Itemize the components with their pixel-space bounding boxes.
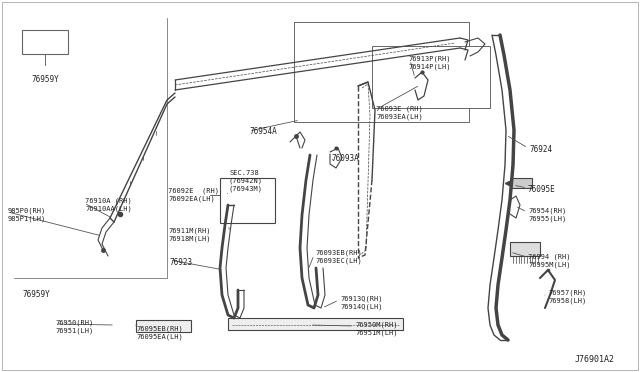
Text: 76095E: 76095E: [528, 185, 556, 194]
Text: 76093A: 76093A: [332, 154, 360, 163]
Bar: [220, 178, 275, 223]
Text: 76950M(RH)
76951M(LH): 76950M(RH) 76951M(LH): [355, 322, 397, 337]
Text: 76954(RH)
76955(LH): 76954(RH) 76955(LH): [528, 207, 566, 221]
Text: 76911M(RH)
76918M(LH): 76911M(RH) 76918M(LH): [168, 228, 211, 243]
Text: J76901A2: J76901A2: [575, 355, 615, 364]
Text: 76954A: 76954A: [250, 127, 278, 136]
Text: 76959Y: 76959Y: [31, 75, 59, 84]
Text: 76910A (RH)
76910AA(LH): 76910A (RH) 76910AA(LH): [85, 198, 132, 212]
Text: 76093EB(RH)
76093EC(LH): 76093EB(RH) 76093EC(LH): [315, 250, 362, 264]
Bar: [510, 178, 532, 188]
Bar: [510, 242, 540, 256]
Text: 76913Q(RH)
76914Q(LH): 76913Q(RH) 76914Q(LH): [340, 296, 383, 311]
Bar: [228, 318, 403, 330]
Bar: [22, 30, 68, 54]
Text: 76959Y: 76959Y: [22, 290, 50, 299]
Text: 76095EB(RH)
76095EA(LH): 76095EB(RH) 76095EA(LH): [136, 325, 183, 340]
Text: 76957(RH)
76958(LH): 76957(RH) 76958(LH): [548, 290, 586, 305]
Text: 76950(RH)
76951(LH): 76950(RH) 76951(LH): [55, 320, 93, 334]
Text: 76913P(RH)
76914P(LH): 76913P(RH) 76914P(LH): [408, 55, 451, 70]
Bar: [136, 320, 191, 332]
Text: 76093E (RH)
76093EA(LH): 76093E (RH) 76093EA(LH): [376, 105, 423, 119]
Bar: [372, 46, 490, 108]
Text: 76924: 76924: [530, 145, 553, 154]
Bar: [294, 22, 469, 122]
Text: 76092E  (RH)
76092EA(LH): 76092E (RH) 76092EA(LH): [168, 188, 219, 202]
Text: 76923: 76923: [170, 258, 193, 267]
Text: 76994 (RH)
76995M(LH): 76994 (RH) 76995M(LH): [528, 253, 570, 267]
Text: 985P0(RH)
985P1(LH): 985P0(RH) 985P1(LH): [8, 208, 46, 222]
Text: SEC.738
(76942N)
(76943M): SEC.738 (76942N) (76943M): [229, 170, 263, 192]
